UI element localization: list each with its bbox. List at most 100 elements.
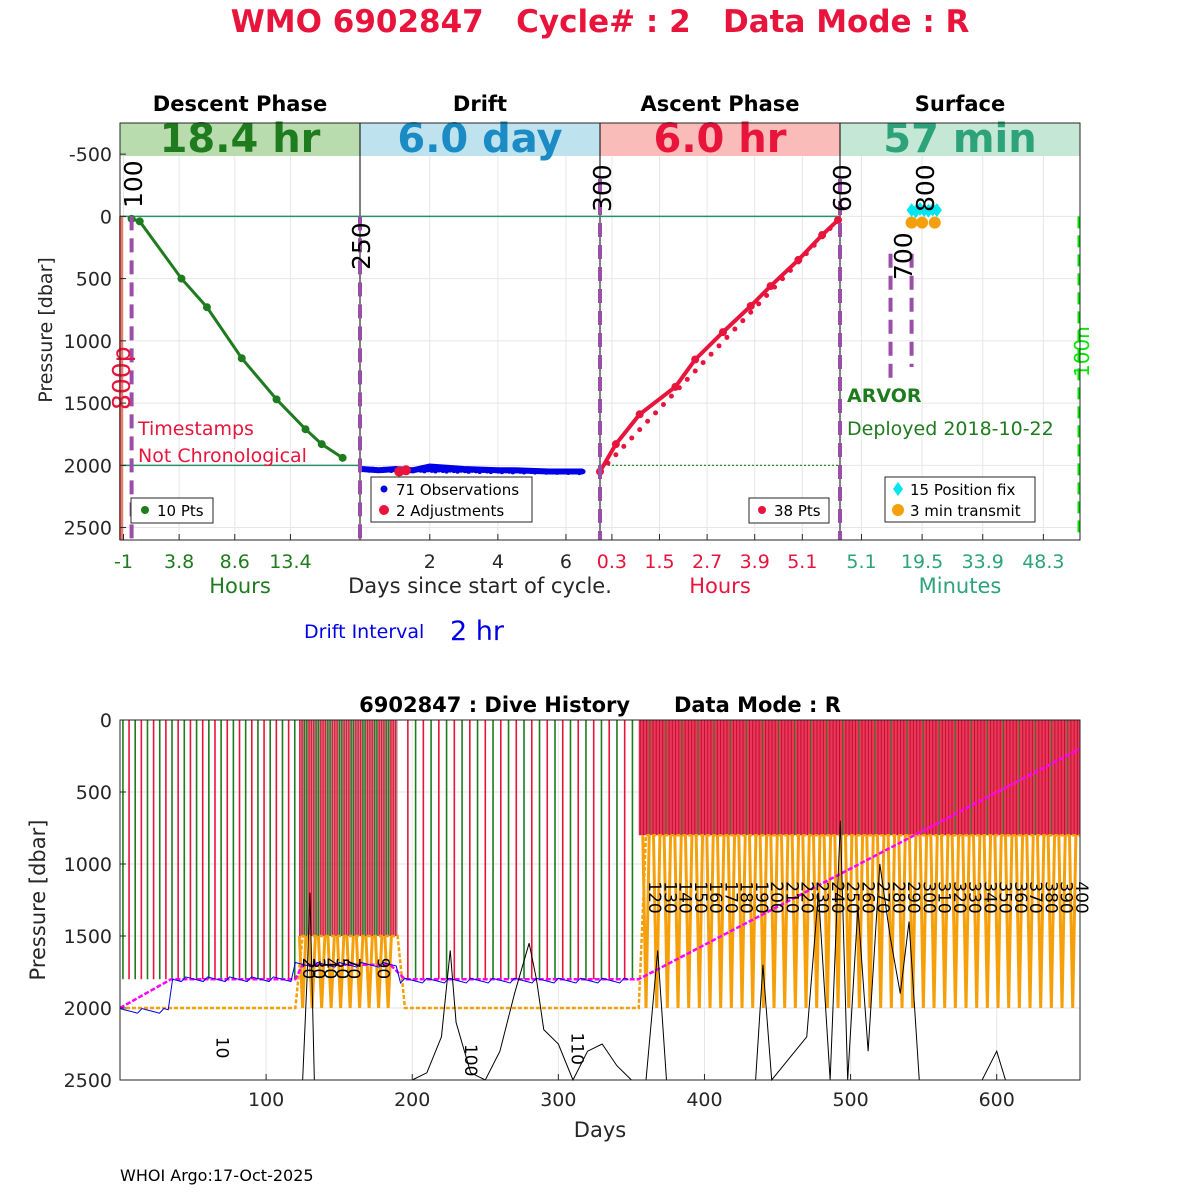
ascent-point [653,410,659,416]
profile-depth-spike [354,935,365,1009]
cycle-label: 360 [1010,881,1030,913]
top-x-tick-label: 48.3 [1022,551,1064,573]
ascent-point [746,301,755,310]
cycle-label: 210 [781,881,801,913]
phase-name-drift: Drift [453,92,507,116]
top-x-tick-label: 2.7 [692,551,722,573]
profile-depth-spike [993,835,1003,1009]
bottom-y-tick-label: 500 [76,782,112,804]
profile-depth-spike [1003,835,1014,1009]
ascent-legend-text: 38 Pts [774,502,821,520]
marker-label-800: 800 [911,164,940,212]
ascent-point [660,401,666,407]
profile-depth-spike [950,835,961,1009]
top-y-tick-label: 1500 [64,393,112,415]
timestamps-annotation-1: Timestamps [137,418,254,440]
dive-history-chart: 6902847 : Dive History Data Mode : R 10 2… [26,693,1091,1142]
cycle-label: 120 [644,881,664,913]
cycle-label: 180 [736,881,756,913]
top-y-axis-label: Pressure [dbar] [35,257,57,403]
marker-label-300: 300 [588,164,617,212]
phase-duration-drift: 6.0 day [397,116,562,162]
profile-depth-spike [918,835,929,1009]
cycle-label: 190 [751,881,771,913]
bottom-x-tick-label: 400 [686,1089,722,1111]
top-x-tick-label: 5.1 [846,551,876,573]
cycle-label: 90 [372,958,392,980]
ascent-point [629,435,635,441]
cycle-label: 110 [567,1032,587,1064]
cycle-label: 230 [812,881,832,913]
ascent-point [668,393,674,399]
transmit-legend-marker [892,504,904,516]
profile-depth-spike [316,935,327,1009]
profile-depth-spike [758,835,769,1009]
cycle-label: 350 [995,881,1015,913]
descent-point [317,440,326,449]
ascent-point [645,418,651,424]
descent-point [272,395,281,404]
profile-depth-spike [335,935,346,1009]
ascent-point [764,293,770,299]
profile-depth-spike [694,835,705,1009]
top-y-tick-label: 500 [76,269,112,291]
profile-depth-spike [929,835,939,1009]
descent-legend-text: 10 Pts [157,502,204,520]
profile-depth-spike [1035,835,1046,1009]
marker-label-800p: 800p [107,346,136,410]
phase-name-ascent: Ascent Phase [641,92,800,116]
surface-legend [884,476,1036,523]
top-x-tick-label: 1.5 [644,551,674,573]
cycle-label: 220 [796,881,816,913]
drift-trace-line [119,961,629,1014]
ascent-point [748,309,754,315]
top-plot-frame [119,122,1081,541]
top-x-tick-label: 33.9 [962,551,1004,573]
cycle-label: 140 [675,881,695,913]
deployed-label: Deployed 2018-10-22 [847,418,1054,440]
profile-depth-spike [811,835,822,1009]
ascent-point [835,217,841,223]
cycle-label: 330 [964,881,984,913]
ascent-point [692,368,698,374]
profile-depth-spike [651,835,662,1009]
top-y-tick-label: -500 [69,144,112,166]
phase-band-ascent [600,123,840,156]
cycle-markers: 100 250 300 600 700 800 800p 100n Not Chronologi… [107,160,1094,540]
cycle-label: 10 [212,1037,232,1059]
cycle-label: 150 [690,881,710,913]
profile-depth-spike [854,835,865,1009]
top-x-tick-label: 4 [492,551,504,573]
profile-depth-spike [1046,835,1057,1009]
bottom-y-tick-label: 1500 [64,926,112,948]
cycle-label: 370 [1025,881,1045,913]
ascent-point [676,385,682,391]
profile-depth-spike [747,835,758,1009]
profile-depth-spike [875,835,886,1009]
cycle-label: 130 [659,881,679,913]
ascent-point [811,242,817,248]
cycle-label: 380 [1040,881,1060,913]
main-title: WMO 6902847 Cycle# : 2 Data Mode : R [230,4,970,40]
transmit-point [905,216,918,229]
bottom-y-tick-label: 0 [100,710,112,732]
descent-legend-marker [141,506,149,514]
profile-depth-spike [705,835,715,1009]
profile-depth-spike [833,835,843,1009]
profile-depth-spike [982,835,993,1009]
descent-point [177,274,186,283]
bottom-y-tick-label: 1000 [64,854,112,876]
profile-depth-spike [886,835,897,1009]
profile-depth-line [120,833,1080,1010]
ascent-point [637,427,643,433]
bottom-x-tick-label: 200 [394,1089,430,1111]
profile-depth-spike [1067,835,1078,1009]
descent-point [338,453,347,462]
cycle-label: 390 [1056,881,1076,913]
marker-label-700: 700 [889,232,918,280]
bottom-x-axis-label: Days [574,1118,626,1142]
top-x-axis-label: Days since start of cycle. [348,574,612,598]
top-x-tick-label: 5.1 [787,551,817,573]
profile-depth-spike [790,835,801,1009]
dive-history-title: 6902847 : Dive History Data Mode : R [359,693,841,717]
